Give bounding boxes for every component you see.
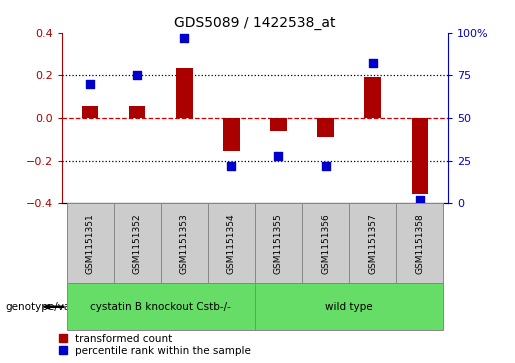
Bar — [129, 106, 145, 118]
Point — [321, 163, 330, 169]
Text: GSM1151358: GSM1151358 — [415, 213, 424, 274]
Bar — [317, 118, 334, 137]
Legend: transformed count, percentile rank within the sample: transformed count, percentile rank withi… — [57, 331, 253, 358]
Point — [133, 72, 141, 78]
Bar — [411, 118, 428, 194]
Point — [274, 152, 283, 158]
Title: GDS5089 / 1422538_at: GDS5089 / 1422538_at — [174, 16, 336, 30]
Point — [86, 81, 94, 87]
Point — [416, 197, 424, 203]
Bar — [223, 118, 239, 151]
Text: GSM1151352: GSM1151352 — [133, 213, 142, 274]
Text: wild type: wild type — [325, 302, 373, 312]
Bar — [270, 118, 287, 131]
Point — [369, 61, 377, 66]
Point — [180, 35, 188, 41]
Text: GSM1151354: GSM1151354 — [227, 213, 236, 274]
Text: GSM1151355: GSM1151355 — [274, 213, 283, 274]
Bar — [365, 77, 381, 118]
Point — [227, 163, 235, 169]
Text: GSM1151357: GSM1151357 — [368, 213, 377, 274]
Text: GSM1151351: GSM1151351 — [85, 213, 95, 274]
Text: genotype/variation: genotype/variation — [5, 302, 104, 312]
Bar — [82, 106, 98, 118]
Text: GSM1151353: GSM1151353 — [180, 213, 189, 274]
Text: GSM1151356: GSM1151356 — [321, 213, 330, 274]
Text: cystatin B knockout Cstb-/-: cystatin B knockout Cstb-/- — [90, 302, 231, 312]
Bar — [176, 68, 193, 118]
